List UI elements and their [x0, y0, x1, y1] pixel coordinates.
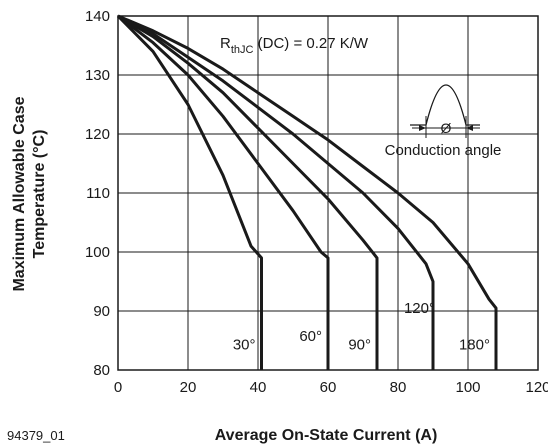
x-tick-label: 100 [455, 379, 480, 396]
y-tick-label: 140 [85, 8, 110, 25]
y-tick-label: 80 [93, 362, 110, 379]
curve-180deg [117, 14, 498, 370]
y-tick-label: 90 [93, 303, 110, 320]
y-tick-label: 120 [85, 126, 110, 143]
conduction-angle-inset: Ø Conduction angle [385, 84, 502, 159]
curve-60deg [117, 14, 330, 370]
x-tick-labels: 0 20 40 60 80 100 120 [114, 379, 548, 396]
curve-label: 180° [459, 337, 490, 354]
x-tick-label: 120 [525, 379, 548, 396]
inset-arrowhead-right [466, 125, 473, 131]
x-tick-label: 0 [114, 379, 122, 396]
y-tick-label: 110 [86, 185, 110, 202]
conduction-angle-label: Conduction angle [385, 142, 502, 159]
inset-arrowhead-left [419, 125, 426, 131]
x-tick-label: 40 [250, 379, 267, 396]
phi-symbol: Ø [441, 120, 452, 136]
x-tick-label: 20 [180, 379, 197, 396]
curve-labels: 30° 60° 90° 120° 180° [233, 300, 490, 354]
rth-main: R [220, 35, 231, 52]
curve-30deg [116, 14, 263, 370]
x-axis-title: Average On-State Current (A) [215, 427, 438, 444]
y-tick-labels: 80 90 100 110 120 130 140 [85, 8, 110, 379]
figure-id: 94379_01 [7, 428, 65, 443]
y-tick-label: 130 [85, 67, 110, 84]
curve-label: 60° [299, 328, 322, 345]
curve-label: 30° [233, 337, 256, 354]
y-tick-label: 100 [85, 244, 110, 261]
x-tick-label: 60 [320, 379, 337, 396]
rth-rest: (DC) = 0.27 K/W [253, 35, 368, 52]
curve-label: 120° [404, 300, 435, 317]
rth-annotation: RthJC (DC) = 0.27 K/W [220, 35, 369, 56]
curves [116, 14, 498, 370]
curve-120deg [117, 14, 435, 370]
x-tick-label: 80 [390, 379, 407, 396]
plot-frame [117, 15, 539, 371]
half-sine-waveform [410, 84, 480, 126]
y-axis-title-line1: Maximum Allowable Case [11, 96, 28, 291]
curve-90deg [117, 14, 379, 370]
curve-label: 90° [348, 337, 371, 354]
y-axis-title-line2: Temperature (°C) [31, 130, 48, 259]
rth-subscript: thJC [231, 44, 254, 56]
